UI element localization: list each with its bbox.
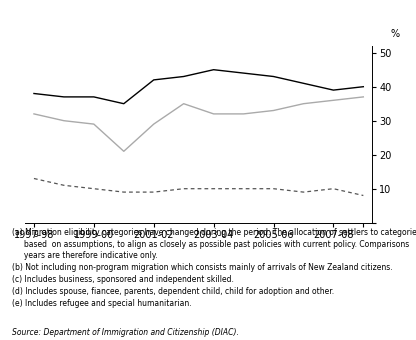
Text: (a) Migration eligibility categories have changed during the period. The allocat: (a) Migration eligibility categories hav… — [12, 228, 416, 308]
Text: Source: Department of Immigration and Citizenship (DIAC).: Source: Department of Immigration and Ci… — [12, 328, 239, 337]
Text: %: % — [390, 29, 399, 39]
